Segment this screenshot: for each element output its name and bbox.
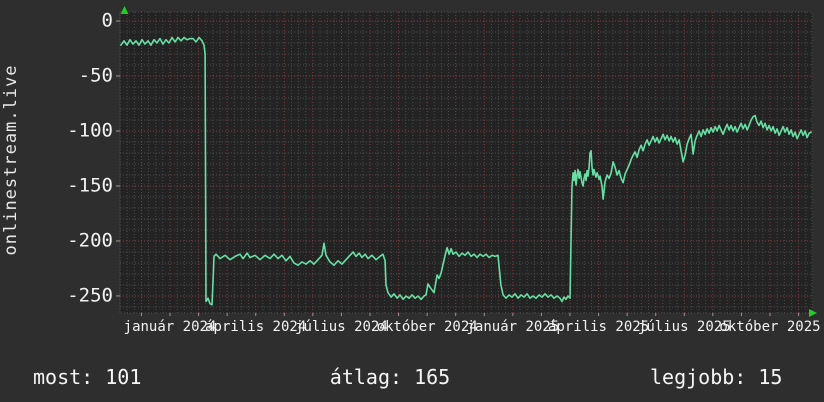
- y-tick-label: 0: [101, 9, 113, 32]
- x-tick-label: január 2024: [123, 319, 217, 335]
- y-tick-label: -250: [67, 284, 113, 307]
- x-tick-label: július 2025: [637, 319, 731, 335]
- x-tick-label: április 2024: [205, 319, 307, 335]
- stat-atlag: átlag: 165: [329, 365, 451, 389]
- x-tick-label: október 2024: [376, 319, 478, 335]
- x-tick-label: január 2025: [466, 319, 560, 335]
- stat-legjobb: legjobb: 15: [650, 365, 783, 389]
- rank-series-line: [120, 36, 812, 306]
- y-tick-label: -150: [67, 174, 113, 197]
- stat-most: most: 101: [33, 365, 142, 389]
- plot-bg: [120, 12, 812, 313]
- y-tick-label: -50: [78, 64, 113, 87]
- plot-border: [119, 11, 813, 314]
- y-tick-label: -100: [67, 119, 113, 142]
- x-tick-label: április 2025: [547, 319, 650, 335]
- x-tick-label: július 2024: [295, 319, 388, 335]
- y-tick-label: -200: [67, 229, 113, 252]
- y-axis-arrow-icon: [120, 6, 129, 14]
- x-tick-label: október 2025: [719, 319, 821, 335]
- x-axis-arrow-icon: [809, 309, 817, 317]
